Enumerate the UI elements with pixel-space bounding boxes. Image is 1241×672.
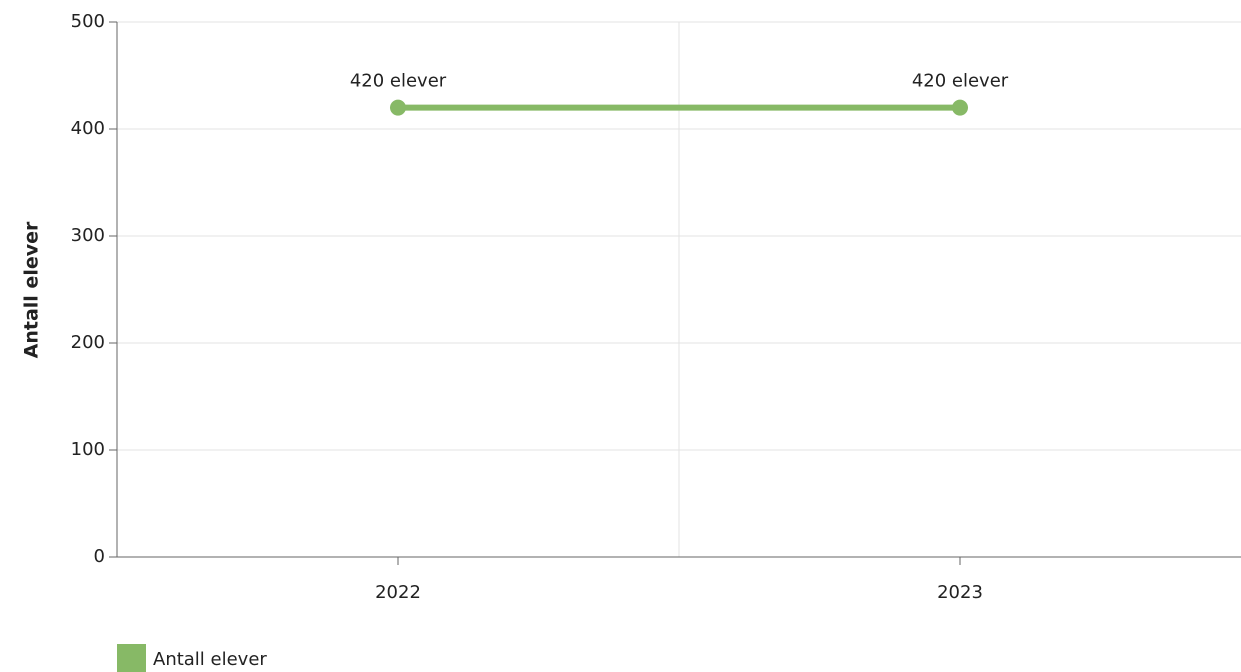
x-tick-label: 2022	[375, 582, 421, 603]
y-tick-label: 100	[71, 439, 105, 460]
x-tick-label: 2023	[937, 582, 983, 603]
legend-swatch	[117, 644, 146, 672]
y-tick-label: 400	[71, 118, 105, 139]
point	[390, 99, 406, 116]
y-tick-label: 500	[71, 11, 105, 32]
y-tick-label: 0	[94, 546, 105, 567]
y-tick-label: 300	[71, 225, 105, 246]
data-label: 420 elever	[350, 71, 447, 92]
point	[952, 99, 968, 116]
data-label: 420 elever	[912, 71, 1009, 92]
y-tick-label: 200	[71, 332, 105, 353]
legend-label: Antall elever	[153, 649, 267, 670]
y-axis-label: Antall elever	[21, 221, 43, 358]
